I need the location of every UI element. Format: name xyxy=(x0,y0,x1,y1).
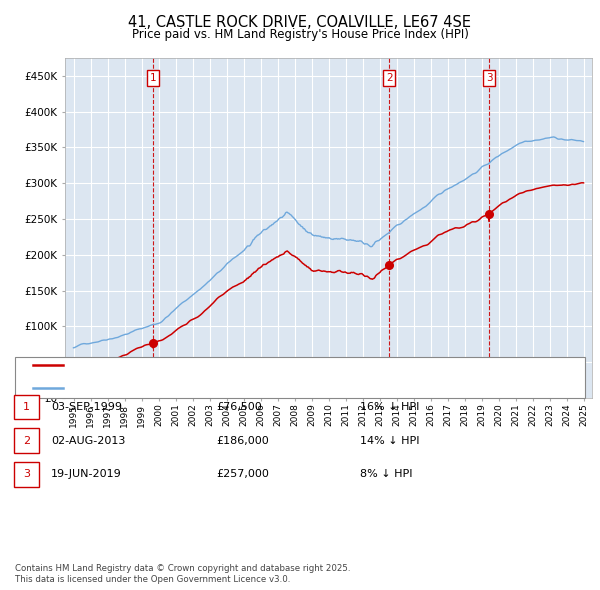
Text: 1: 1 xyxy=(149,73,156,83)
Text: Price paid vs. HM Land Registry's House Price Index (HPI): Price paid vs. HM Land Registry's House … xyxy=(131,28,469,41)
Text: 02-AUG-2013: 02-AUG-2013 xyxy=(51,436,125,445)
Text: £186,000: £186,000 xyxy=(216,436,269,445)
Text: 8% ↓ HPI: 8% ↓ HPI xyxy=(360,470,413,479)
Text: 3: 3 xyxy=(23,470,30,479)
Text: 41, CASTLE ROCK DRIVE, COALVILLE, LE67 4SE (detached house): 41, CASTLE ROCK DRIVE, COALVILLE, LE67 4… xyxy=(72,360,411,369)
Text: 41, CASTLE ROCK DRIVE, COALVILLE, LE67 4SE: 41, CASTLE ROCK DRIVE, COALVILLE, LE67 4… xyxy=(128,15,472,30)
Text: 2: 2 xyxy=(386,73,392,83)
Text: 14% ↓ HPI: 14% ↓ HPI xyxy=(360,436,419,445)
Text: 1: 1 xyxy=(23,402,30,412)
Text: £257,000: £257,000 xyxy=(216,470,269,479)
Text: 16% ↓ HPI: 16% ↓ HPI xyxy=(360,402,419,412)
Text: This data is licensed under the Open Government Licence v3.0.: This data is licensed under the Open Gov… xyxy=(15,575,290,584)
Text: Contains HM Land Registry data © Crown copyright and database right 2025.: Contains HM Land Registry data © Crown c… xyxy=(15,565,350,573)
Text: 2: 2 xyxy=(23,436,30,445)
Text: 3: 3 xyxy=(486,73,493,83)
Text: 19-JUN-2019: 19-JUN-2019 xyxy=(51,470,122,479)
Text: HPI: Average price, detached house, North West Leicestershire: HPI: Average price, detached house, Nort… xyxy=(72,384,400,393)
Text: £76,500: £76,500 xyxy=(216,402,262,412)
Text: 03-SEP-1999: 03-SEP-1999 xyxy=(51,402,122,412)
